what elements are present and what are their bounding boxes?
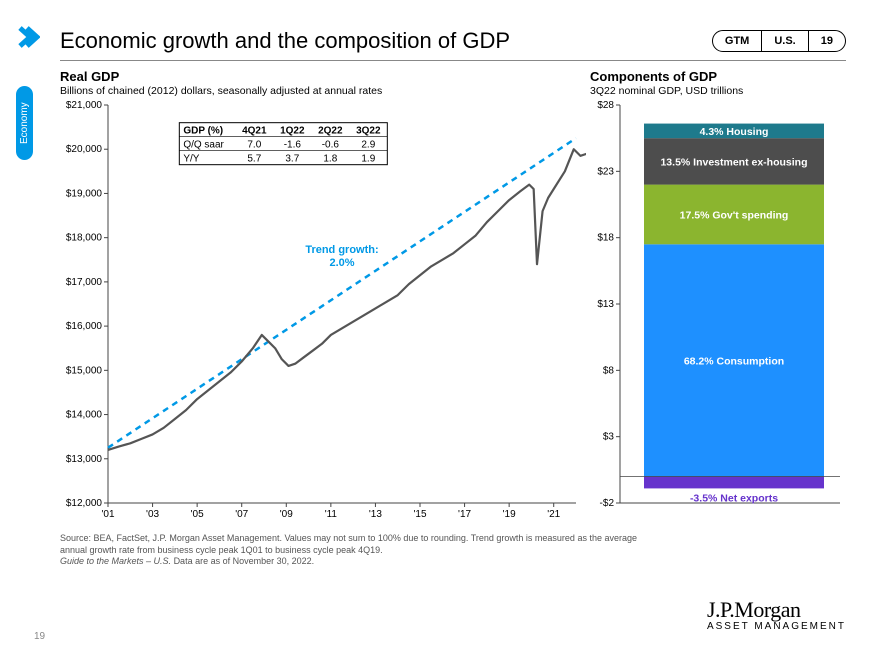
- svg-text:$20,000: $20,000: [66, 144, 103, 155]
- pill-page: 19: [808, 31, 845, 51]
- svg-text:$16,000: $16,000: [66, 321, 103, 332]
- svg-text:5.7: 5.7: [247, 154, 261, 165]
- svg-text:GDP (%): GDP (%): [183, 126, 223, 137]
- chevron-icon: [18, 26, 40, 48]
- svg-text:$19,000: $19,000: [66, 188, 103, 199]
- footnote-line2: annual growth rate from business cycle p…: [60, 545, 846, 557]
- real-gdp-chart: $12,000 $13,000 $14,000 $15,000 $16,000 $17,0…: [60, 101, 586, 523]
- svg-text:$17,000: $17,000: [66, 277, 103, 288]
- svg-text:'11: '11: [325, 509, 338, 520]
- svg-text:$3: $3: [603, 432, 615, 443]
- svg-text:2.0%: 2.0%: [329, 257, 354, 269]
- components-chart: -$2 $3 $8 $13 $18 $23 $28 -3.5% Net exports 68.2…: [590, 101, 846, 523]
- svg-text:-$2: -$2: [600, 498, 615, 509]
- svg-text:$23: $23: [597, 166, 614, 177]
- svg-text:13.5% Investment ex-housing: 13.5% Investment ex-housing: [660, 156, 807, 168]
- footnote-date: Data are as of November 30, 2022.: [174, 556, 315, 566]
- svg-text:'09: '09: [280, 509, 293, 520]
- svg-text:Q/Q saar: Q/Q saar: [183, 140, 224, 151]
- components-panel: Components of GDP 3Q22 nominal GDP, USD …: [590, 69, 846, 523]
- svg-text:'19: '19: [503, 509, 516, 520]
- real-gdp-subtitle: Billions of chained (2012) dollars, seas…: [60, 85, 586, 97]
- footnote-guide: Guide to the Markets – U.S.: [60, 556, 174, 566]
- svg-text:4Q21: 4Q21: [242, 126, 267, 137]
- header-pill: GTM U.S. 19: [712, 30, 846, 52]
- svg-text:$18: $18: [597, 233, 614, 244]
- svg-text:$14,000: $14,000: [66, 410, 103, 421]
- page-number: 19: [34, 631, 45, 642]
- svg-text:-3.5% Net exports: -3.5% Net exports: [690, 492, 778, 504]
- pill-gtm: GTM: [713, 31, 761, 51]
- divider: [60, 60, 846, 61]
- svg-text:$18,000: $18,000: [66, 233, 103, 244]
- svg-text:$15,000: $15,000: [66, 365, 103, 376]
- svg-text:'17: '17: [458, 509, 471, 520]
- svg-text:68.2% Consumption: 68.2% Consumption: [684, 355, 784, 367]
- logo-subtitle: ASSET MANAGEMENT: [707, 621, 846, 632]
- svg-text:17.5% Gov't spending: 17.5% Gov't spending: [680, 209, 789, 221]
- real-gdp-panel: Real GDP Billions of chained (2012) doll…: [60, 69, 586, 523]
- svg-text:Y/Y: Y/Y: [183, 154, 199, 165]
- section-tab: Economy: [16, 86, 33, 160]
- pill-us: U.S.: [761, 31, 807, 51]
- logo-name: J.P.Morgan: [707, 597, 846, 623]
- svg-text:1.8: 1.8: [323, 154, 337, 165]
- page-title: Economic growth and the composition of G…: [60, 28, 510, 54]
- svg-text:$12,000: $12,000: [66, 498, 103, 509]
- svg-text:3Q22: 3Q22: [356, 126, 381, 137]
- svg-text:2.9: 2.9: [361, 140, 375, 151]
- svg-text:$28: $28: [597, 101, 614, 111]
- svg-text:1Q22: 1Q22: [280, 126, 305, 137]
- svg-text:$8: $8: [603, 365, 615, 376]
- svg-text:Trend growth:: Trend growth:: [305, 244, 378, 256]
- svg-text:4.3% Housing: 4.3% Housing: [700, 126, 769, 138]
- svg-text:'03: '03: [146, 509, 159, 520]
- svg-text:1.9: 1.9: [361, 154, 375, 165]
- real-gdp-title: Real GDP: [60, 69, 586, 84]
- svg-text:3.7: 3.7: [285, 154, 299, 165]
- footnote-line1: Source: BEA, FactSet, J.P. Morgan Asset …: [60, 533, 846, 545]
- components-subtitle: 3Q22 nominal GDP, USD trillions: [590, 85, 846, 97]
- footnote: Source: BEA, FactSet, J.P. Morgan Asset …: [60, 533, 846, 568]
- svg-text:$21,000: $21,000: [66, 101, 103, 111]
- brand-logo: J.P.Morgan ASSET MANAGEMENT: [707, 597, 846, 632]
- svg-text:-1.6: -1.6: [284, 140, 302, 151]
- svg-text:'01: '01: [101, 509, 114, 520]
- components-title: Components of GDP: [590, 69, 846, 84]
- svg-text:$13: $13: [597, 299, 614, 310]
- svg-text:'07: '07: [235, 509, 248, 520]
- slide: Economy Economic growth and the composit…: [0, 0, 880, 660]
- svg-text:'13: '13: [369, 509, 382, 520]
- svg-text:7.0: 7.0: [247, 140, 261, 151]
- svg-text:'15: '15: [413, 509, 426, 520]
- svg-text:'21: '21: [547, 509, 560, 520]
- svg-text:'05: '05: [191, 509, 204, 520]
- svg-text:$13,000: $13,000: [66, 454, 103, 465]
- svg-text:-0.6: -0.6: [322, 140, 340, 151]
- svg-text:2Q22: 2Q22: [318, 126, 343, 137]
